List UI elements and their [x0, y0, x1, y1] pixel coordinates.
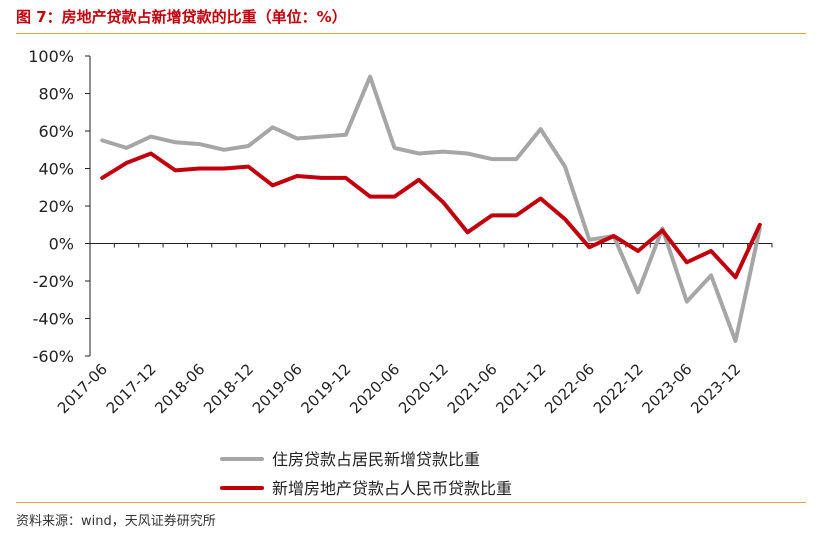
x-tick-label: 2017-06 [54, 360, 111, 417]
x-tick-label: 2017-12 [103, 360, 160, 417]
series-line-2 [100, 151, 762, 280]
y-tick-label: 80% [38, 85, 74, 104]
y-tick-label: 0% [49, 235, 74, 254]
title-divider [16, 33, 806, 34]
x-tick-label: 2023-06 [639, 360, 696, 417]
x-tick-label: 2020-12 [395, 360, 452, 417]
x-tick-label: 2022-06 [541, 360, 598, 417]
x-tick-label: 2023-12 [687, 360, 744, 417]
chart-series [100, 74, 762, 343]
y-tick-label: 40% [38, 160, 74, 179]
chart-title: 图 7：房地产贷款占新增贷款的比重（单位：%） [16, 8, 347, 26]
x-tick-label: 2019-12 [298, 360, 355, 417]
y-tick-label: -20% [33, 272, 74, 291]
y-tick-label: 100% [28, 47, 74, 66]
x-tick-label: 2018-12 [200, 360, 257, 417]
y-tick-label: 20% [38, 197, 74, 216]
y-tick-label: 60% [38, 122, 74, 141]
source-note: 资料来源：wind，天风证券研究所 [16, 514, 216, 529]
x-tick-label: 2021-12 [492, 360, 549, 417]
x-tick-label: 2020-06 [346, 360, 403, 417]
series-line-1 [100, 74, 762, 343]
y-tick-label: -60% [33, 347, 74, 366]
x-tick-label: 2021-06 [444, 360, 501, 417]
legend-label-1: 住房贷款占居民新增贷款比重 [272, 450, 480, 469]
x-tick-label: 2022-12 [590, 360, 647, 417]
line-chart: 100%80%60%40%20%0%-20%-40%-60%2017-06201… [28, 47, 773, 498]
x-tick-label: 2018-06 [151, 360, 208, 417]
source-divider [16, 502, 806, 503]
legend-label-2: 新增房地产贷款占人民币贷款比重 [272, 479, 512, 498]
x-tick-label: 2019-06 [249, 360, 306, 417]
y-tick-label: -40% [33, 310, 74, 329]
